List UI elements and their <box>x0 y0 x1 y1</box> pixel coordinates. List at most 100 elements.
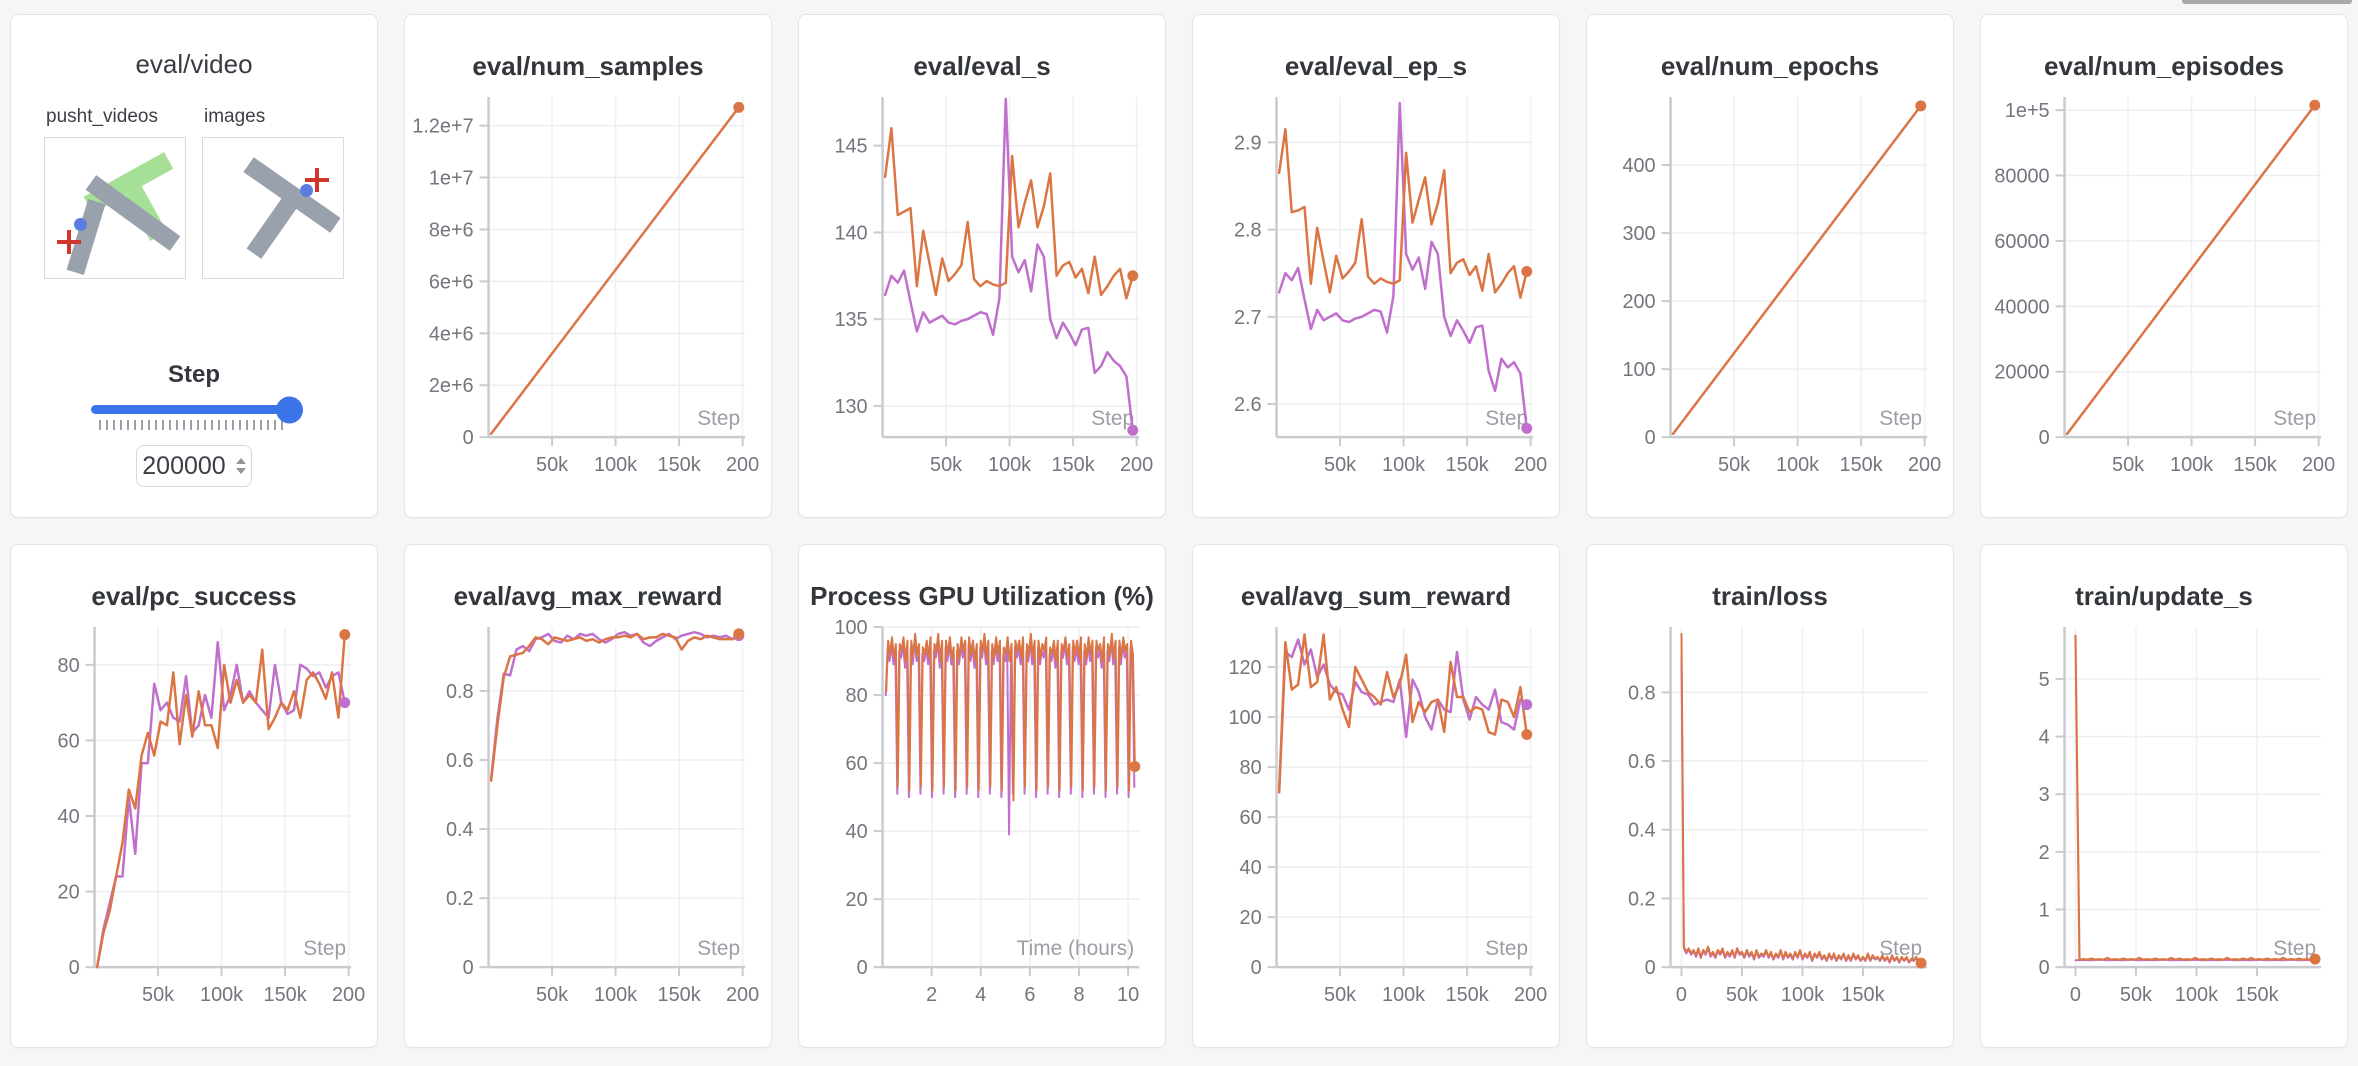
svg-text:0: 0 <box>2039 427 2050 449</box>
svg-text:0.8: 0.8 <box>1628 682 1656 704</box>
svg-text:200: 200 <box>332 984 365 1006</box>
chart-canvas[interactable]: 2 4 6 8 10 0 20 40 60 80 100 Time (hours) <box>799 616 1165 1018</box>
svg-text:50k: 50k <box>1324 984 1356 1006</box>
svg-text:150k: 150k <box>658 454 701 476</box>
svg-text:0: 0 <box>1251 957 1262 979</box>
chart-canvas[interactable]: 50k 100k 150k 200 0 0.2 0.4 0.6 0.8 Step <box>405 616 771 1018</box>
svg-text:Step: Step <box>2273 937 2316 960</box>
svg-text:6: 6 <box>1024 984 1035 1006</box>
svg-text:3: 3 <box>2039 784 2050 806</box>
panel-eval-pc-success: eval/pc_success 50k 100k 150k 200 0 20 40 60 80 S… <box>10 544 378 1048</box>
svg-text:0.8: 0.8 <box>446 681 474 703</box>
step-slider[interactable] <box>91 396 303 430</box>
svg-text:80000: 80000 <box>1994 165 2049 187</box>
panel-eval-eval-ep-s: eval/eval_ep_s 50k 100k 150k 200 2.6 2.7 2.8 2.… <box>1192 14 1560 518</box>
svg-text:20: 20 <box>846 889 868 911</box>
media-item-images: images <box>202 80 344 279</box>
svg-text:150k: 150k <box>1446 984 1489 1006</box>
svg-text:2: 2 <box>926 984 937 1006</box>
svg-text:200: 200 <box>1514 984 1547 1006</box>
panel-train-update-s: train/update_s 0 50k 100k 150k 0 1 2 3 4 5 Step <box>1980 544 2348 1048</box>
svg-text:10: 10 <box>1117 984 1139 1006</box>
svg-text:100k: 100k <box>200 984 243 1006</box>
panel-eval-video: eval/video pusht_videos images <box>10 14 378 518</box>
stepper-arrows[interactable] <box>235 458 246 474</box>
svg-text:150k: 150k <box>1841 984 1884 1006</box>
svg-text:50k: 50k <box>1726 984 1758 1006</box>
chart-canvas[interactable]: 50k 100k 150k 200 0 100 200 300 400 Step <box>1587 86 1953 488</box>
svg-text:Step: Step <box>1485 407 1528 430</box>
svg-text:0: 0 <box>69 957 80 979</box>
panel-eval-avg-sum-reward: eval/avg_sum_reward 50k 100k 150k 200 0 20 40 6… <box>1192 544 1560 1048</box>
svg-text:Step: Step <box>1879 937 1922 960</box>
svg-text:Step: Step <box>1091 407 1134 430</box>
media-label: images <box>204 106 266 127</box>
svg-text:Step: Step <box>303 937 346 960</box>
svg-text:20000: 20000 <box>1994 362 2049 384</box>
step-up-icon[interactable] <box>235 458 246 464</box>
step-slider-tickmarks <box>99 420 283 430</box>
svg-text:140: 140 <box>834 222 867 244</box>
svg-text:50k: 50k <box>1324 454 1356 476</box>
svg-text:Step: Step <box>697 937 740 960</box>
chart-canvas[interactable]: 50k 100k 150k 200 130 135 140 145 Step <box>799 86 1165 488</box>
chart-canvas[interactable]: 50k 100k 150k 200 0 20 40 60 80 Step <box>11 616 377 1018</box>
agent-dot <box>300 184 313 197</box>
svg-text:Step: Step <box>697 407 740 430</box>
media-item-pusht-videos: pusht_videos <box>44 80 186 279</box>
svg-text:2.9: 2.9 <box>1234 132 1262 154</box>
svg-text:Step: Step <box>2273 407 2316 430</box>
svg-text:100: 100 <box>1228 707 1261 729</box>
svg-text:6e+6: 6e+6 <box>429 271 474 293</box>
svg-text:100k: 100k <box>1382 984 1425 1006</box>
svg-text:Step: Step <box>1485 937 1528 960</box>
images-thumbnail[interactable] <box>202 137 344 279</box>
svg-text:100k: 100k <box>1781 984 1824 1006</box>
svg-text:130: 130 <box>834 396 867 418</box>
svg-text:4: 4 <box>975 984 986 1006</box>
chart-canvas[interactable]: 50k 100k 150k 200 0 20000 40000 60000 80000 1e+5 S… <box>1981 86 2347 488</box>
svg-text:5: 5 <box>2039 669 2050 691</box>
svg-text:Time (hours): Time (hours) <box>1017 937 1135 960</box>
chart-canvas[interactable]: 50k 100k 150k 200 0 2e+6 4e+6 6e+6 8e+6 1e+7 1.2e+… <box>405 86 771 488</box>
chart-title: eval/num_episodes <box>2044 51 2284 81</box>
svg-text:0.6: 0.6 <box>446 750 474 772</box>
chart-title: train/update_s <box>2075 581 2253 611</box>
step-value-input[interactable]: 200000 <box>136 445 252 487</box>
chart-title: eval/pc_success <box>91 581 297 611</box>
svg-text:100k: 100k <box>594 984 637 1006</box>
chart-canvas[interactable]: 0 50k 100k 150k 0 1 2 3 4 5 Step <box>1981 616 2347 1018</box>
svg-text:0.2: 0.2 <box>446 888 474 910</box>
svg-text:300: 300 <box>1622 223 1655 245</box>
panel-eval-num-samples: eval/num_samples 50k 100k 150k 200 0 2e+6 4e+6… <box>404 14 772 518</box>
panel-process-gpu-utilization: Process GPU Utilization (%) 2 4 6 8 10 0 20 40 6… <box>798 544 1166 1048</box>
svg-text:Step: Step <box>1879 407 1922 430</box>
svg-text:100k: 100k <box>988 454 1031 476</box>
svg-text:0.2: 0.2 <box>1628 888 1656 910</box>
svg-text:60: 60 <box>58 730 80 752</box>
svg-text:1: 1 <box>2039 899 2050 921</box>
media-label: pusht_videos <box>46 106 158 127</box>
svg-text:0: 0 <box>857 957 868 979</box>
svg-text:2: 2 <box>2039 842 2050 864</box>
svg-text:200: 200 <box>1908 454 1941 476</box>
svg-text:200: 200 <box>726 984 759 1006</box>
step-slider-track[interactable] <box>91 396 303 423</box>
svg-text:40: 40 <box>846 821 868 843</box>
chart-canvas[interactable]: 50k 100k 150k 200 2.6 2.7 2.8 2.9 Step <box>1193 86 1559 488</box>
video-panel-title: eval/video <box>135 49 253 79</box>
svg-text:8e+6: 8e+6 <box>429 219 474 241</box>
svg-text:150k: 150k <box>658 984 701 1006</box>
svg-text:2.6: 2.6 <box>1234 394 1262 416</box>
chart-canvas[interactable]: 50k 100k 150k 200 0 20 40 60 80 100 120 Step <box>1193 616 1559 1018</box>
svg-text:150k: 150k <box>2234 454 2277 476</box>
step-down-icon[interactable] <box>235 468 246 474</box>
svg-text:50k: 50k <box>2120 984 2152 1006</box>
step-slider-thumb[interactable] <box>276 396 303 423</box>
svg-text:100k: 100k <box>1776 454 1819 476</box>
pusht-video-thumbnail[interactable] <box>44 137 186 279</box>
svg-text:100k: 100k <box>594 454 637 476</box>
chart-canvas[interactable]: 0 50k 100k 150k 0 0.2 0.4 0.6 0.8 Step <box>1587 616 1953 1018</box>
svg-text:120: 120 <box>1228 657 1261 679</box>
